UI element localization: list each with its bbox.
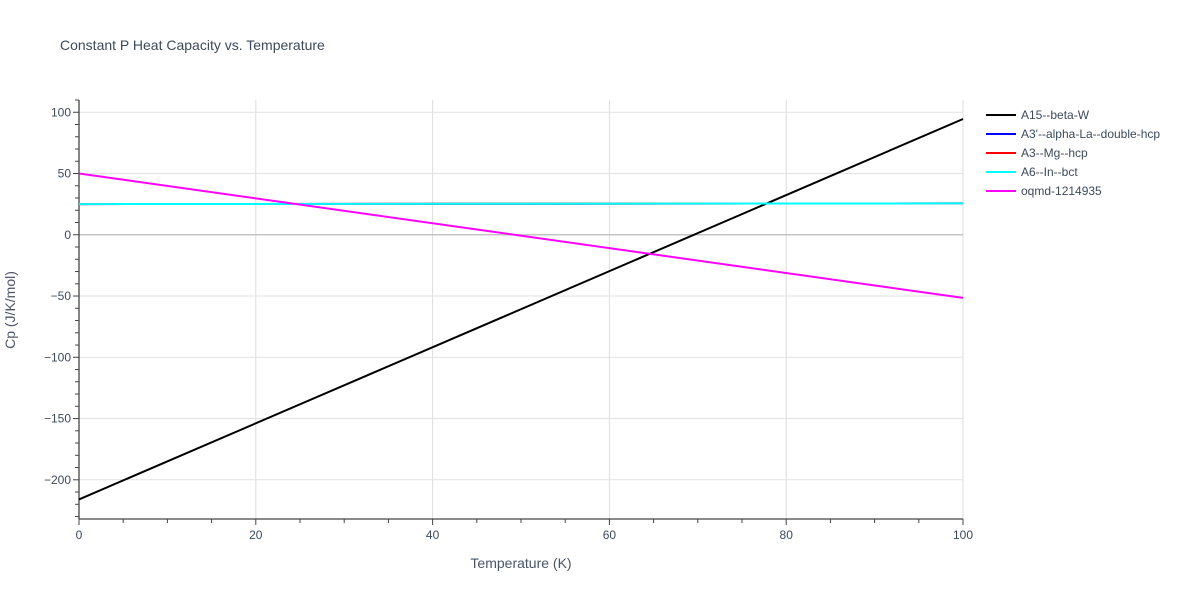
- legend: A15--beta-W A3'--alpha-La--double-hcp A3--…: [986, 108, 1160, 198]
- series-lines: [78, 118, 964, 501]
- axes: [73, 99, 964, 525]
- legend-label: A15--beta-W: [1021, 108, 1090, 122]
- grid: [79, 100, 964, 519]
- x-tick-label: 20: [249, 528, 263, 542]
- x-tick-label: 100: [953, 528, 973, 542]
- y-tick-label: −200: [44, 473, 71, 487]
- y-tick-label: 50: [58, 167, 72, 181]
- legend-label: A3'--alpha-La--double-hcp: [1021, 127, 1160, 141]
- x-tick-label: 0: [76, 528, 83, 542]
- legend-label: A3--Mg--hcp: [1021, 146, 1088, 160]
- series-line: [78, 118, 964, 501]
- legend-label: A6--In--bct: [1021, 165, 1078, 179]
- y-tick-label: −50: [51, 289, 72, 303]
- x-tick-label: 40: [426, 528, 440, 542]
- x-axis-title: Temperature (K): [470, 555, 571, 571]
- y-axis-title: Cp (J/K/mol): [2, 271, 18, 349]
- tick-labels: 0 20 40 60 80 100 100 50 0 −50 −100 −150 −200: [44, 105, 973, 542]
- series-line: [78, 172, 964, 299]
- chart-title: Constant P Heat Capacity vs. Temperature: [60, 37, 325, 53]
- y-tick-label: 100: [51, 105, 71, 119]
- x-tick-label: 80: [780, 528, 794, 542]
- x-tick-label: 60: [603, 528, 617, 542]
- y-tick-label: −100: [44, 350, 71, 364]
- legend-label: oqmd-1214935: [1021, 184, 1102, 198]
- y-tick-label: −150: [44, 412, 71, 426]
- y-tick-label: 0: [64, 228, 71, 242]
- series-line: [78, 202, 964, 206]
